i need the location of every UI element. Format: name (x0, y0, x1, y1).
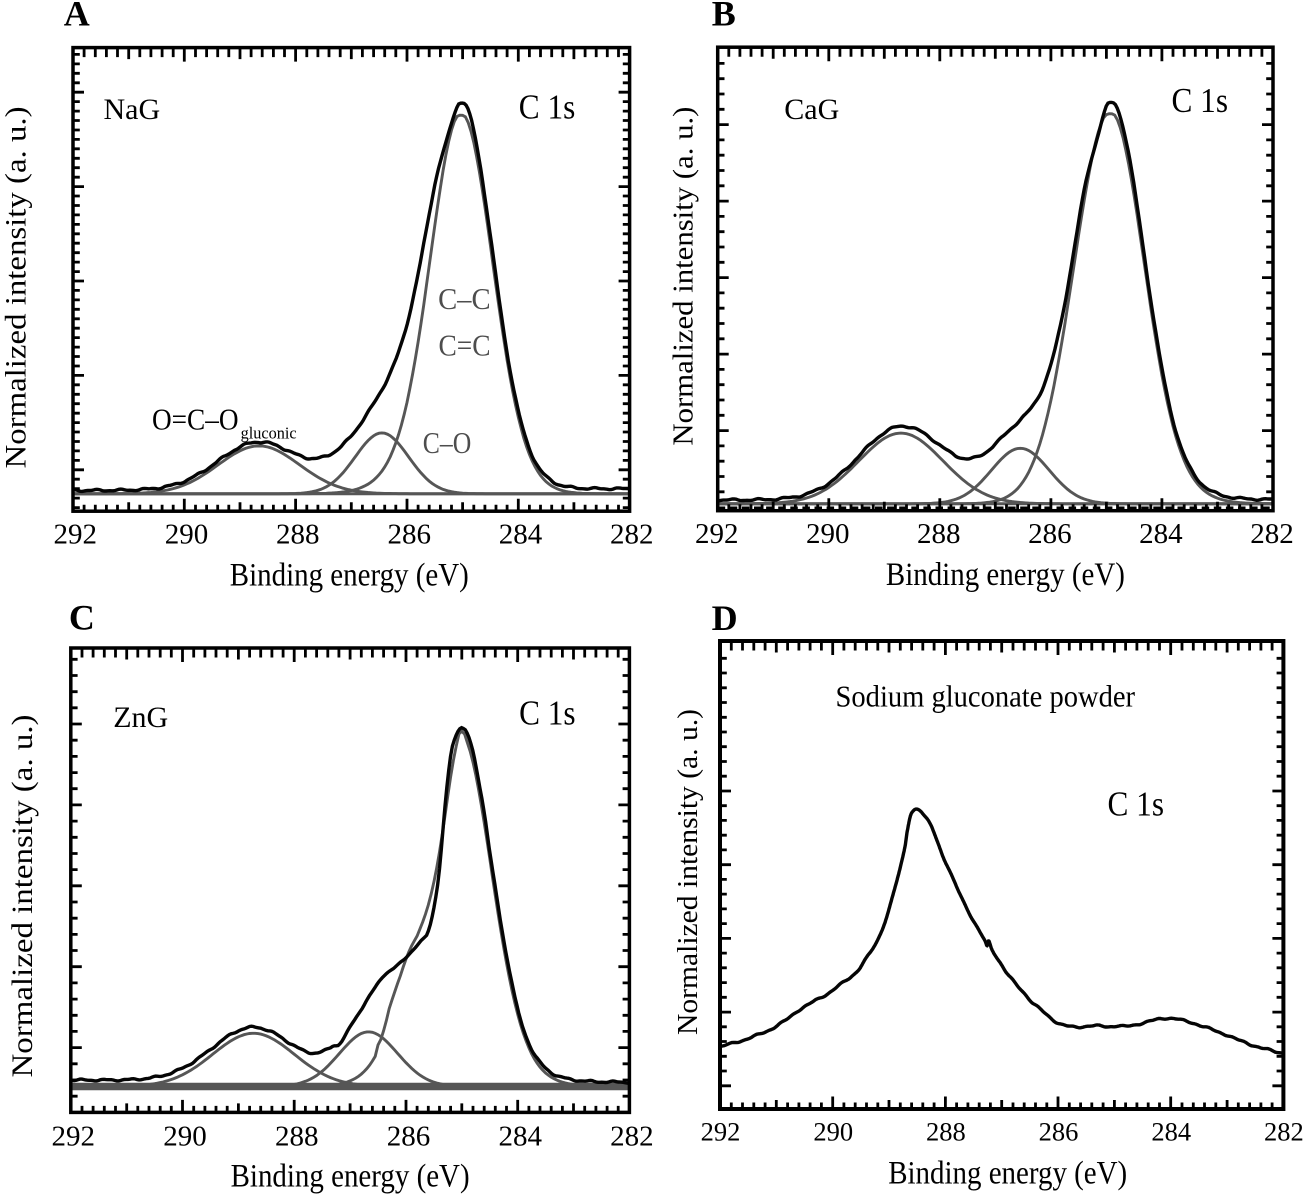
svg-text:Sodium gluconate powder: Sodium gluconate powder (836, 679, 1136, 714)
svg-text:C=C: C=C (439, 327, 491, 362)
svg-text:gluconic: gluconic (241, 423, 297, 442)
svg-text:O=C–O: O=C–O (152, 401, 239, 436)
svg-text:D: D (712, 598, 738, 638)
svg-text:282: 282 (1250, 518, 1294, 550)
svg-text:284: 284 (499, 519, 543, 551)
svg-text:C: C (69, 598, 95, 638)
svg-text:A: A (64, 0, 90, 33)
svg-text:292: 292 (53, 519, 97, 551)
svg-text:284: 284 (1139, 518, 1183, 550)
svg-text:NaG: NaG (104, 93, 161, 126)
svg-text:286: 286 (1028, 518, 1072, 550)
svg-text:C 1s: C 1s (519, 87, 576, 126)
svg-text:ZnG: ZnG (113, 701, 168, 734)
svg-text:284: 284 (1151, 1117, 1191, 1147)
svg-text:C 1s: C 1s (1108, 785, 1165, 824)
svg-text:288: 288 (276, 519, 320, 551)
svg-text:Normalized intensity (a. u.): Normalized intensity (a. u.) (673, 709, 704, 1035)
svg-text:292: 292 (695, 518, 739, 550)
svg-text:288: 288 (926, 1117, 966, 1147)
svg-text:286: 286 (387, 1120, 431, 1152)
svg-text:C 1s: C 1s (1172, 81, 1229, 120)
svg-text:Binding energy (eV): Binding energy (eV) (888, 1155, 1127, 1191)
svg-text:284: 284 (498, 1120, 542, 1152)
svg-text:Normalized intensity (a. u.): Normalized intensity (a. u.) (0, 107, 33, 469)
svg-text:282: 282 (1264, 1117, 1303, 1147)
svg-text:B: B (712, 0, 736, 33)
svg-text:CaG: CaG (784, 93, 839, 126)
svg-text:290: 290 (806, 518, 850, 550)
svg-text:Normalized intensity (a. u.): Normalized intensity (a. u.) (6, 715, 39, 1078)
svg-text:Binding energy (eV): Binding energy (eV) (886, 557, 1125, 593)
svg-text:282: 282 (610, 1120, 654, 1152)
svg-text:288: 288 (917, 518, 961, 550)
svg-text:290: 290 (165, 519, 209, 551)
svg-text:C–O: C–O (423, 425, 472, 460)
svg-text:286: 286 (1039, 1117, 1079, 1147)
svg-text:288: 288 (275, 1120, 319, 1152)
svg-text:Binding energy (eV): Binding energy (eV) (231, 1159, 470, 1194)
svg-text:292: 292 (701, 1117, 741, 1147)
svg-text:286: 286 (387, 519, 431, 551)
svg-text:Binding energy (eV): Binding energy (eV) (230, 558, 469, 594)
svg-text:C 1s: C 1s (519, 694, 576, 733)
svg-text:290: 290 (163, 1120, 207, 1152)
svg-text:292: 292 (52, 1120, 96, 1152)
svg-text:C–C: C–C (438, 281, 491, 316)
svg-text:290: 290 (813, 1117, 853, 1147)
svg-text:Normalized intensity (a. u.): Normalized intensity (a. u.) (668, 107, 700, 446)
svg-text:282: 282 (610, 519, 654, 551)
